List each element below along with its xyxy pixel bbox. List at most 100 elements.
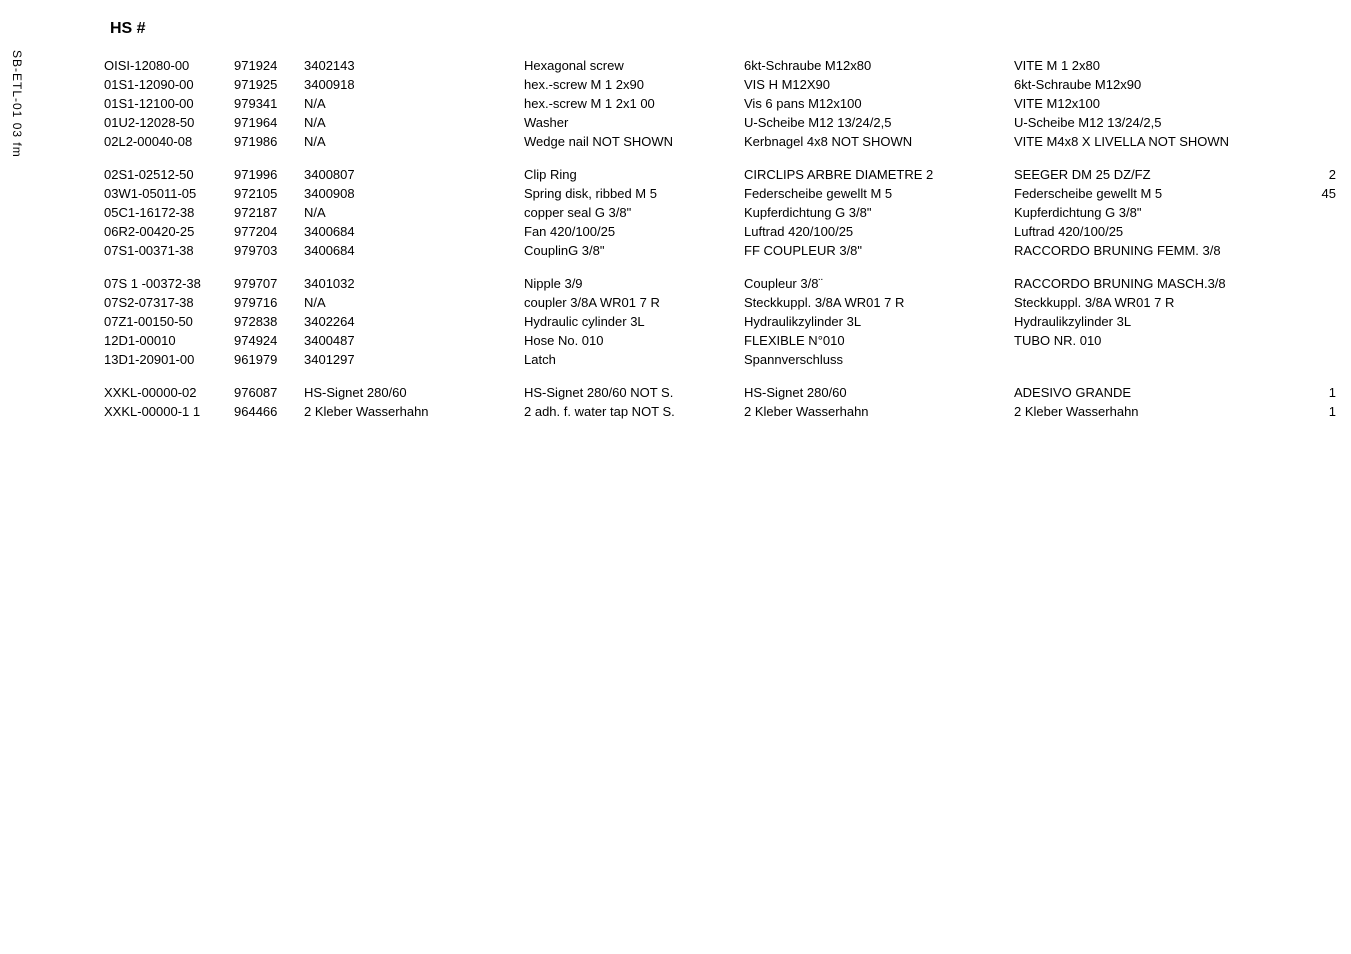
table-cell: HS-Signet 280/60 xyxy=(740,383,1010,402)
table-cell: 1 xyxy=(1300,402,1340,421)
table-cell: 971996 xyxy=(230,165,300,184)
table-cell: Fan 420/100/25 xyxy=(520,222,740,241)
table-cell: U-Scheibe M12 13/24/2,5 xyxy=(1010,113,1300,132)
table-cell: 977204 xyxy=(230,222,300,241)
table-row: 01U2-12028-50971964N/AWasherU-Scheibe M1… xyxy=(100,113,1340,132)
table-row: 07S 1 -00372-389797073401032Nipple 3/9Co… xyxy=(100,274,1340,293)
table-cell: 3400684 xyxy=(300,222,520,241)
table-cell: Spannverschluss xyxy=(740,350,1010,369)
table-cell: VITE M 1 2x80 xyxy=(1010,56,1300,75)
table-cell: RACCORDO BRUNING FEMM. 3/8 xyxy=(1010,241,1300,260)
table-cell: hex.-screw M 1 2x1 00 xyxy=(520,94,740,113)
table-cell: CIRCLIPS ARBRE DIAMETRE 2 xyxy=(740,165,1010,184)
table-cell: 12D1-00010 xyxy=(100,331,230,350)
table-cell xyxy=(1300,331,1340,350)
table-cell: VITE M4x8 X LIVELLA NOT SHOWN xyxy=(1010,132,1300,151)
table-row: 01S1-12100-00979341N/Ahex.-screw M 1 2x1… xyxy=(100,94,1340,113)
table-cell: HS-Signet 280/60 NOT S. xyxy=(520,383,740,402)
group-spacer xyxy=(100,369,1340,383)
table-cell: 2 Kleber Wasserhahn xyxy=(300,402,520,421)
table-cell: Luftrad 420/100/25 xyxy=(740,222,1010,241)
parts-table: OISI-12080-009719243402143Hexagonal scre… xyxy=(100,56,1340,421)
table-cell: 971964 xyxy=(230,113,300,132)
table-cell: N/A xyxy=(300,293,520,312)
table-row: 12D1-000109749243400487Hose No. 010FLEXI… xyxy=(100,331,1340,350)
table-cell: Spring disk, ribbed M 5 xyxy=(520,184,740,203)
table-cell: XXKL-00000-1 1 xyxy=(100,402,230,421)
table-cell: 979707 xyxy=(230,274,300,293)
table-cell xyxy=(1300,350,1340,369)
table-cell: Kupferdichtung G 3/8" xyxy=(1010,203,1300,222)
table-cell: Federscheibe gewellt M 5 xyxy=(740,184,1010,203)
table-row: 07S2-07317-38979716N/Acoupler 3/8A WR01 … xyxy=(100,293,1340,312)
table-cell: 07S 1 -00372-38 xyxy=(100,274,230,293)
table-cell: Hexagonal screw xyxy=(520,56,740,75)
table-cell: 03W1-05011-05 xyxy=(100,184,230,203)
table-cell xyxy=(1300,56,1340,75)
table-cell: 3400684 xyxy=(300,241,520,260)
table-cell: 3401297 xyxy=(300,350,520,369)
table-cell: 06R2-00420-25 xyxy=(100,222,230,241)
table-cell: 6kt-Schraube M12x80 xyxy=(740,56,1010,75)
table-cell: N/A xyxy=(300,203,520,222)
table-cell: HS-Signet 280/60 xyxy=(300,383,520,402)
table-row: 06R2-00420-259772043400684Fan 420/100/25… xyxy=(100,222,1340,241)
table-cell: 01S1-12100-00 xyxy=(100,94,230,113)
table-cell xyxy=(1300,75,1340,94)
table-row: XXKL-00000-02976087HS-Signet 280/60HS-Si… xyxy=(100,383,1340,402)
table-cell: 979703 xyxy=(230,241,300,260)
table-cell: 1 xyxy=(1300,383,1340,402)
table-cell: 3400487 xyxy=(300,331,520,350)
table-cell: 961979 xyxy=(230,350,300,369)
page-title: HS # xyxy=(100,20,1321,38)
table-cell: 3402264 xyxy=(300,312,520,331)
table-cell xyxy=(1010,350,1300,369)
table-cell: 2 adh. f. water tap NOT S. xyxy=(520,402,740,421)
table-cell: 3402143 xyxy=(300,56,520,75)
table-cell: ADESIVO GRANDE xyxy=(1010,383,1300,402)
table-cell: 979716 xyxy=(230,293,300,312)
table-cell: CouplinG 3/8" xyxy=(520,241,740,260)
table-cell: Nipple 3/9 xyxy=(520,274,740,293)
table-cell xyxy=(1300,203,1340,222)
table-cell: Hydraulikzylinder 3L xyxy=(740,312,1010,331)
table-cell: 972838 xyxy=(230,312,300,331)
table-cell: 974924 xyxy=(230,331,300,350)
table-cell: RACCORDO BRUNING MASCH.3/8 xyxy=(1010,274,1300,293)
table-cell: Kerbnagel 4x8 NOT SHOWN xyxy=(740,132,1010,151)
table-cell xyxy=(1300,241,1340,260)
table-cell: Federscheibe gewellt M 5 xyxy=(1010,184,1300,203)
table-cell: FF COUPLEUR 3/8" xyxy=(740,241,1010,260)
table-cell: 05C1-16172-38 xyxy=(100,203,230,222)
table-cell: 971925 xyxy=(230,75,300,94)
table-cell: Kupferdichtung G 3/8" xyxy=(740,203,1010,222)
table-cell xyxy=(1300,274,1340,293)
table-cell: 3401032 xyxy=(300,274,520,293)
table-cell: 2 Kleber Wasserhahn xyxy=(740,402,1010,421)
table-cell: N/A xyxy=(300,132,520,151)
table-cell: 979341 xyxy=(230,94,300,113)
table-cell: Washer xyxy=(520,113,740,132)
table-cell xyxy=(1300,293,1340,312)
table-cell: FLEXIBLE N°010 xyxy=(740,331,1010,350)
table-cell: Wedge nail NOT SHOWN xyxy=(520,132,740,151)
table-cell: 07Z1-00150-50 xyxy=(100,312,230,331)
table-cell: hex.-screw M 1 2x90 xyxy=(520,75,740,94)
table-cell: 02L2-00040-08 xyxy=(100,132,230,151)
table-cell: 3400807 xyxy=(300,165,520,184)
group-spacer xyxy=(100,260,1340,274)
table-row: OISI-12080-009719243402143Hexagonal scre… xyxy=(100,56,1340,75)
table-cell: OISI-12080-00 xyxy=(100,56,230,75)
table-cell: TUBO NR. 010 xyxy=(1010,331,1300,350)
table-row: 07Z1-00150-509728383402264Hydraulic cyli… xyxy=(100,312,1340,331)
table-cell: XXKL-00000-02 xyxy=(100,383,230,402)
table-cell: Clip Ring xyxy=(520,165,740,184)
table-cell: U-Scheibe M12 13/24/2,5 xyxy=(740,113,1010,132)
table-cell: 3400918 xyxy=(300,75,520,94)
table-cell: Latch xyxy=(520,350,740,369)
table-cell: Hydraulic cylinder 3L xyxy=(520,312,740,331)
table-cell: 07S1-00371-38 xyxy=(100,241,230,260)
table-row: 05C1-16172-38972187N/Acopper seal G 3/8"… xyxy=(100,203,1340,222)
table-cell: Hydraulikzylinder 3L xyxy=(1010,312,1300,331)
table-cell: 964466 xyxy=(230,402,300,421)
